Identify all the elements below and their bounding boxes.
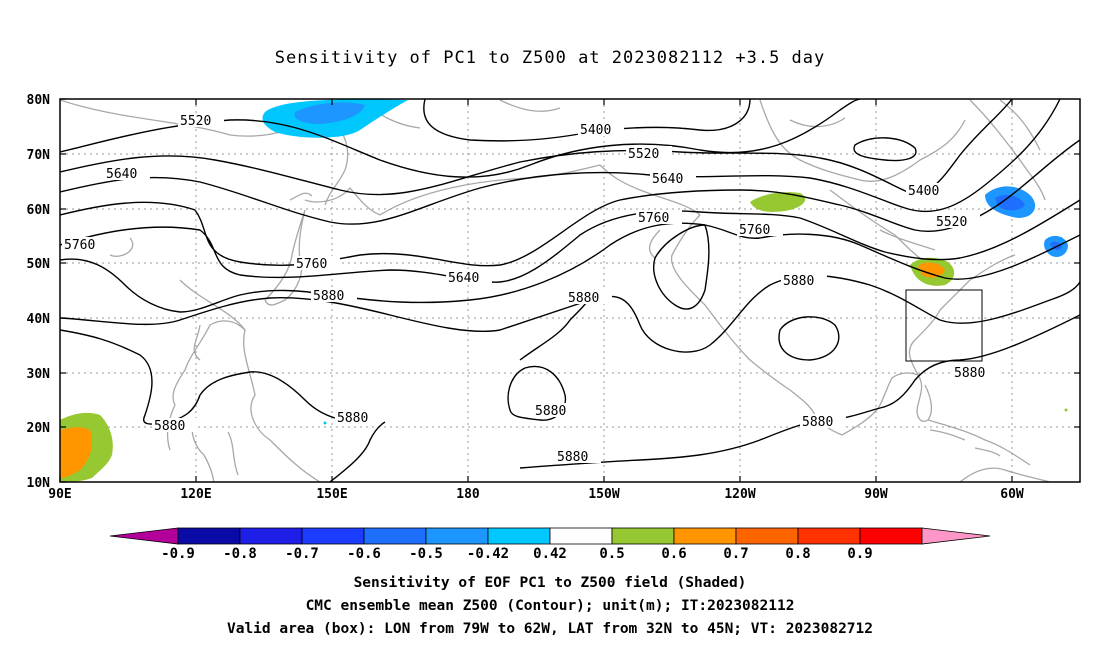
lon-label: 180 [456,487,480,502]
lat-label: 20N [27,421,51,436]
colorbar-label: 0.7 [723,546,748,562]
contour-label: 5760 [739,223,770,238]
contour-5880-se-asia [329,421,386,482]
colorbar-label: 0.5 [599,546,624,562]
colorbar-label: 0.42 [533,546,567,562]
lat-label: 50N [27,257,51,272]
lon-label: 150E [316,487,347,502]
contour-label: 5760 [638,211,669,226]
colorbar-labels: -0.9 -0.8 -0.7 -0.6 -0.5 -0.42 0.42 0.5 0.6 0.7 0.… [161,546,873,562]
colorbar-label: -0.42 [467,546,509,562]
lon-label: 90W [864,487,888,502]
colorbar-arrow-high [921,527,991,545]
lat-label: 70N [27,148,51,163]
colorbar-label: 0.6 [661,546,686,562]
contour-5880-upper [60,274,1080,353]
contour-label: 5520 [180,114,211,129]
colorbar-arrow-low [109,527,179,545]
contour-label: 5880 [568,291,599,306]
colorbar-label: -0.7 [285,546,319,562]
footer-shading-caption: Sensitivity of EOF PC1 to Z500 field (Sh… [353,575,747,591]
contour-label: 5520 [628,147,659,162]
map-frame [59,98,1081,483]
contour-5760-loop-na [653,224,710,310]
axis-ticks [59,98,1080,483]
colorbar-label: -0.8 [223,546,257,562]
shade-negative-greenland-core [995,194,1025,211]
colorbar-swatch [735,527,799,545]
contour-label: 5880 [954,366,985,381]
longitude-labels: 90E 120E 150E 180 150W 120W 90W 60W [48,487,1024,502]
footer-valid-area-caption: Valid area (box): LON from 79W to 62W, L… [226,621,873,637]
contour-label: 5760 [64,238,95,253]
contour-label: 5400 [580,123,611,138]
colorbar-label: -0.6 [347,546,381,562]
map-title: Sensitivity of PC1 to Z500 at 2023082112… [274,48,826,68]
contour-label: 5640 [448,271,479,286]
contour-label: 5520 [936,215,967,230]
lon-label: 60W [1000,487,1024,502]
colorbar-label: -0.5 [409,546,443,562]
colorbar-label: 0.8 [785,546,810,562]
contour-5880-closed-central [507,365,567,421]
colorbar-swatch [549,527,613,545]
shade-positive-east-coast-core [918,262,945,278]
contour-label: 5760 [296,257,327,272]
contour-label: 5640 [106,167,137,182]
contour-label-layer: 5520 5400 5520 5640 5400 5520 5640 5760 … [62,113,998,465]
contour-label: 5880 [802,415,833,430]
colorbar-swatch [177,527,241,545]
lon-label: 90E [48,487,71,502]
shade-speck-pacific [323,421,327,425]
lat-label: 40N [27,312,51,327]
contour-label: 5880 [557,450,588,465]
contour-5760-upper [60,199,1080,283]
contour-label: 5880 [535,404,566,419]
contour-5400-closed [853,137,917,162]
contour-label: 5880 [313,289,344,304]
colorbar-swatch [673,527,737,545]
latitude-labels: 80N 70N 60N 50N 40N 30N 20N 10N [27,93,51,491]
contour-label: 5640 [652,172,683,187]
contour-label: 5880 [337,411,368,426]
contour-label-group-2: 5760 5880 [294,256,601,465]
contour-label: 5880 [783,274,814,289]
colorbar-swatch [859,527,923,545]
colorbar-label: -0.9 [161,546,195,562]
contour-5640-west [60,99,1061,225]
colorbar-swatch [239,527,303,545]
shade-positive-india-core [60,427,92,478]
contour-5640-middle [60,139,1080,267]
colorbar-swatch [363,527,427,545]
lon-label: 120E [180,487,211,502]
colorbar-swatch [797,527,861,545]
colorbar-swatch [487,527,551,545]
colorbar-swatch [425,527,489,545]
contour-5880-south-asia [60,329,336,425]
contour-5760-lower [60,222,1080,313]
lat-label: 80N [27,93,51,108]
colorbar-swatch [611,527,675,545]
lat-label: 60N [27,203,51,218]
valid-area-box [905,289,983,362]
shade-positive-canada [750,192,806,212]
lat-label: 30N [27,367,51,382]
shade-negative-north-pacific-core [294,102,365,124]
contour-5880-closed-pacific [778,316,840,361]
lon-label: 120W [724,487,755,502]
shade-speck-atlantic [1064,408,1068,412]
contour-label-group: 5520 5400 5520 5640 5400 5520 5640 5760 … [62,113,998,434]
contour-label: 5880 [154,419,185,434]
colorbar [109,527,991,545]
contour-label: 5400 [908,184,939,199]
lon-label: 150W [588,487,619,502]
lat-label: 10N [27,476,51,491]
colorbar-label: 0.9 [847,546,872,562]
colorbar-swatch [301,527,365,545]
footer-contour-caption: CMC ensemble mean Z500 (Contour); unit(m… [305,598,795,614]
